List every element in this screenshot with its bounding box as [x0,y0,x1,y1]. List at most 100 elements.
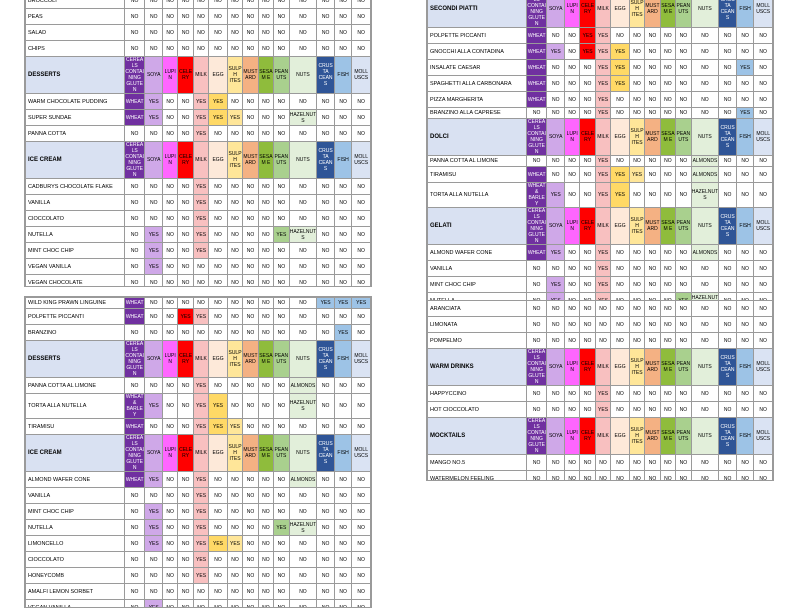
allergen-cell: NO [289,195,317,211]
allergen-column-header: CELERY [580,0,595,28]
allergen-column-header: MOLL USCS [352,435,371,472]
allergen-cell: NO [289,309,317,325]
allergen-column-header: MUST ARD [645,349,660,386]
allergen-cell: YES [193,243,208,259]
allergen-cell: NO [660,245,675,261]
allergen-cell: NO [719,92,737,108]
allergen-cell: NO [334,179,352,195]
allergen-cell: YES [145,472,163,488]
allergen-cell: NO [352,0,371,9]
allergen-column-header: FISH [334,57,352,94]
allergen-cell: NO [629,317,644,333]
allergen-cell: NO [334,504,352,520]
allergen-cell: NO [660,471,675,482]
allergen-cell: NO [145,126,163,142]
allergen-cell: NO [227,25,242,41]
allergen-cell: NO [334,472,352,488]
allergen-cell: YES [595,261,610,277]
allergen-cell: NO [209,179,228,195]
allergen-cell: NO [611,92,630,108]
allergen-cell: NO [162,9,177,25]
allergen-cell: NO [736,261,754,277]
allergen-cell: NO [289,259,317,275]
allergen-column-header: NUTS [691,349,719,386]
allergen-cell: NO [334,378,352,394]
allergen-cell: NO [258,259,273,275]
allergen-cell: NO [243,552,258,568]
allergen-cell: NO [629,76,644,92]
allergen-cell: NO [317,9,335,25]
allergen-cell: NO [645,277,660,293]
allergen-cell: NO [645,245,660,261]
allergen-cell: NO [352,536,371,552]
allergen-column-header: LUPIN [162,57,177,94]
allergen-cell: NO [227,9,242,25]
allergen-cell: NO [580,471,595,482]
dish-name: AMALFI LEMON SORBET [26,584,125,600]
allergen-cell: NO [547,471,565,482]
allergen-cell: NO [564,402,579,418]
allergen-cell: NO [274,94,289,110]
allergen-cell: NO [580,277,595,293]
allergen-cell: ALMONDS [691,245,719,261]
dish-name: SALAD [26,25,125,41]
dish-name: POLPETTE PICCANTI [26,309,125,325]
allergen-cell: ALMONDS [691,167,719,183]
allergen-cell: YES [595,44,610,60]
allergen-cell: YES [227,536,242,552]
allergen-cell: YES [334,298,352,309]
allergen-cell: NO [145,568,163,584]
allergen-column-header: CELERY [178,435,193,472]
allergen-cell: NO [162,488,177,504]
allergen-cell: NO [611,471,630,482]
allergen-cell: NO [719,402,737,418]
allergen-cell: NO [526,471,547,482]
allergen-cell: NO [719,44,737,60]
allergen-cell: WHEAT [526,92,547,108]
allergen-cell: NO [660,402,675,418]
allergen-cell: NO [736,167,754,183]
allergen-cell: NO [645,386,660,402]
allergen-cell: NO [209,259,228,275]
allergen-cell: NO [227,243,242,259]
dish-name: HONEYCOMB [26,568,125,584]
allergen-cell: NO [754,167,773,183]
allergen-cell: NO [317,94,335,110]
allergen-cell: NO [547,167,565,183]
allergen-cell: NO [580,455,595,471]
allergen-cell: NO [274,419,289,435]
allergen-column-header: SOYA [547,418,565,455]
allergen-column-header: EGG [611,418,630,455]
allergen-column-header: MUST ARD [243,341,258,378]
allergen-cell: NO [145,309,163,325]
allergen-cell: HAZELNUTS [289,394,317,419]
allergen-cell: NO [719,261,737,277]
allergen-cell: NO [352,325,371,341]
allergen-cell: NO [691,28,719,44]
dish-name: INSALATE CAESAR [428,60,527,76]
allergen-cell: YES [547,245,565,261]
allergen-column-header: MOLL USCS [754,418,773,455]
allergen-cell: NO [274,600,289,608]
allergen-cell: NO [736,76,754,92]
allergen-cell: NO [526,301,547,317]
allergen-cell: NO [719,156,737,167]
allergen-cell: NO [243,504,258,520]
allergen-column-header: EGG [209,435,228,472]
section-title: GELATI [428,208,527,245]
allergen-cell: YES [611,76,630,92]
allergen-cell: NO [258,298,273,309]
allergen-cell: NO [274,211,289,227]
allergen-cell: NO [719,455,737,471]
allergen-cell: NO [243,9,258,25]
allergen-cell: NO [645,183,660,208]
allergen-cell: NO [629,402,644,418]
allergen-cell: NO [258,568,273,584]
